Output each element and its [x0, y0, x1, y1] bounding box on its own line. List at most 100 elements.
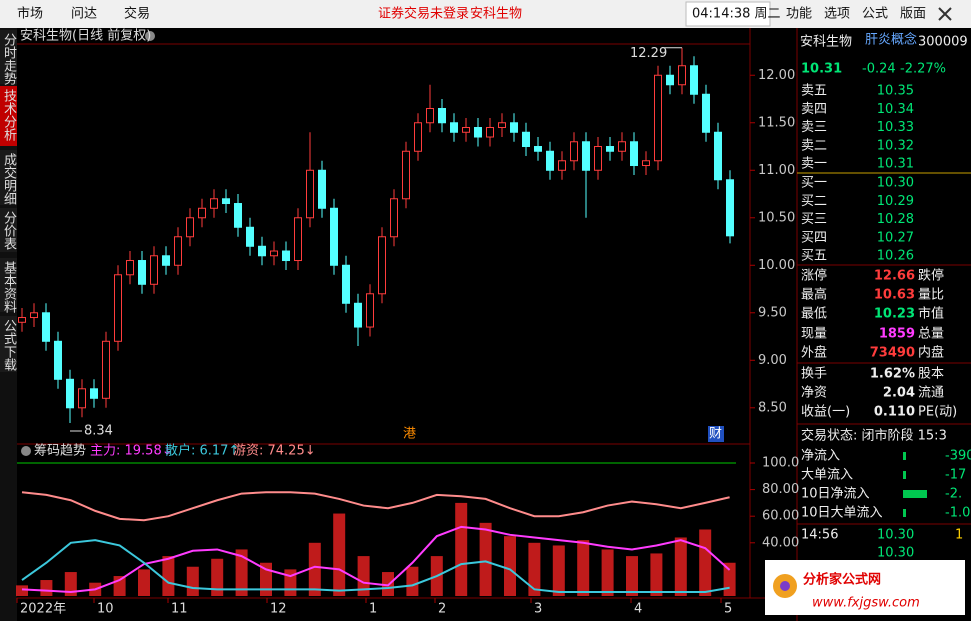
candle-body: [666, 74, 674, 86]
indicator-bar: [308, 542, 321, 596]
side-tab-label[interactable]: 基本资料: [1, 261, 17, 313]
candle-body: [270, 250, 278, 257]
x-tick-label: 10: [97, 602, 114, 617]
stat-label: 净资: [801, 386, 827, 401]
x-tick-label: 2022年: [20, 602, 66, 617]
tool-item[interactable]: 功能: [786, 7, 812, 22]
side-tab-label[interactable]: 分时走势: [1, 33, 17, 86]
clock: 04:14:38 周二: [692, 7, 781, 22]
candle-body: [354, 302, 362, 328]
candle-body: [618, 141, 626, 152]
stat-value: 12.66: [874, 269, 915, 284]
stat-label: 跌停: [918, 268, 944, 284]
candle-body: [294, 217, 302, 262]
indicator-bar: [357, 556, 370, 596]
stat-label: 收益(一): [801, 405, 850, 420]
side-tab-label[interactable]: 分价表: [1, 211, 17, 250]
indicator-line: [21, 491, 730, 522]
candle-body: [426, 108, 434, 124]
indicator-bar: [64, 572, 77, 596]
indicator-bar: [674, 537, 687, 596]
order-price: 10.26: [877, 249, 914, 264]
indicator-bar: [138, 569, 150, 596]
candle-body: [102, 340, 110, 399]
order-price: 10.29: [877, 194, 914, 209]
stat-value: 0.110: [874, 405, 915, 420]
side-tab[interactable]: [0, 258, 17, 312]
legend-entry: 散户: 6.17↑: [165, 443, 239, 459]
order-price: 10.33: [877, 120, 914, 135]
order-label: 卖三: [801, 120, 827, 135]
flow-label: 大单流入: [801, 468, 853, 483]
stat-label: 总量: [918, 327, 944, 342]
candle-body: [678, 65, 686, 86]
logo-center: [780, 581, 790, 591]
stat-label: 涨停: [801, 268, 827, 284]
close-button[interactable]: [938, 7, 952, 21]
legend-entry: 游资: 74.25↓: [233, 444, 316, 459]
flow-value: -1.0: [945, 506, 970, 521]
candle-body: [378, 236, 386, 295]
indicator-bar: [479, 522, 492, 596]
low-annotation: 8.34: [84, 423, 113, 438]
indicator-bar: [40, 580, 53, 596]
flow-value: -2.: [945, 487, 962, 502]
indicator-bar: [162, 556, 175, 596]
menu-item[interactable]: 交易: [124, 6, 150, 22]
side-tab[interactable]: [0, 30, 17, 84]
tool-item[interactable]: 版面: [900, 7, 926, 22]
menu-item[interactable]: 问达: [71, 7, 97, 22]
side-tab[interactable]: [0, 150, 17, 205]
candle-body: [522, 131, 530, 148]
side-tab-label[interactable]: 成交明细: [1, 153, 17, 205]
side-tab-label[interactable]: 技术分析: [1, 89, 17, 141]
side-tab-label[interactable]: 公式下载: [1, 319, 17, 372]
indicator-bar: [723, 562, 736, 596]
side-tab[interactable]: [0, 86, 17, 146]
candle-body: [690, 65, 698, 95]
candle-body: [330, 207, 338, 266]
tick-extra: 1: [955, 528, 963, 543]
price-change: -0.24: [862, 62, 896, 77]
candle-body: [606, 146, 614, 152]
candle-body: [126, 260, 134, 276]
side-tab[interactable]: [0, 208, 17, 252]
clock-box: [685, 1, 771, 27]
order-price: 10.34: [877, 102, 914, 117]
indicator-bar: [406, 566, 419, 596]
candle-body: [246, 226, 254, 247]
indicator-line: [21, 525, 731, 594]
indicator-bar: [699, 529, 712, 596]
dropdown-icon[interactable]: [145, 31, 155, 41]
top-stock-name: 安科生物: [470, 7, 522, 22]
candle-body: [66, 378, 74, 409]
tool-item[interactable]: 选项: [824, 7, 850, 22]
candle-body: [342, 264, 350, 304]
indicator-title: 筹码趋势: [34, 443, 86, 459]
indicator-bar: [577, 540, 590, 596]
order-price: 10.35: [877, 84, 914, 99]
stat-label: PE(动): [918, 405, 957, 420]
side-tab[interactable]: [0, 316, 17, 372]
indicator-bar: [650, 553, 663, 596]
candle-body: [546, 150, 554, 171]
candle-body: [534, 146, 542, 152]
candle-body: [90, 388, 98, 399]
candle-body: [138, 260, 146, 285]
tool-item[interactable]: 公式: [862, 7, 888, 22]
stat-label: 最高: [801, 287, 827, 303]
indicator-bar: [601, 549, 614, 596]
dropdown-icon[interactable]: [21, 446, 31, 456]
candle-body: [18, 317, 26, 323]
stat-value: 1859: [879, 327, 915, 342]
candle-body: [486, 127, 494, 138]
y-tick-label: 100.0: [762, 456, 799, 471]
candle-body: [366, 293, 374, 328]
stat-value: 73490: [870, 346, 915, 361]
menu-item[interactable]: 市场: [17, 6, 43, 22]
y-tick-label: 11.50: [758, 115, 795, 130]
candle-body: [510, 122, 518, 133]
candle-body: [162, 255, 170, 266]
candle-body: [222, 198, 230, 205]
candle-body: [150, 255, 158, 285]
